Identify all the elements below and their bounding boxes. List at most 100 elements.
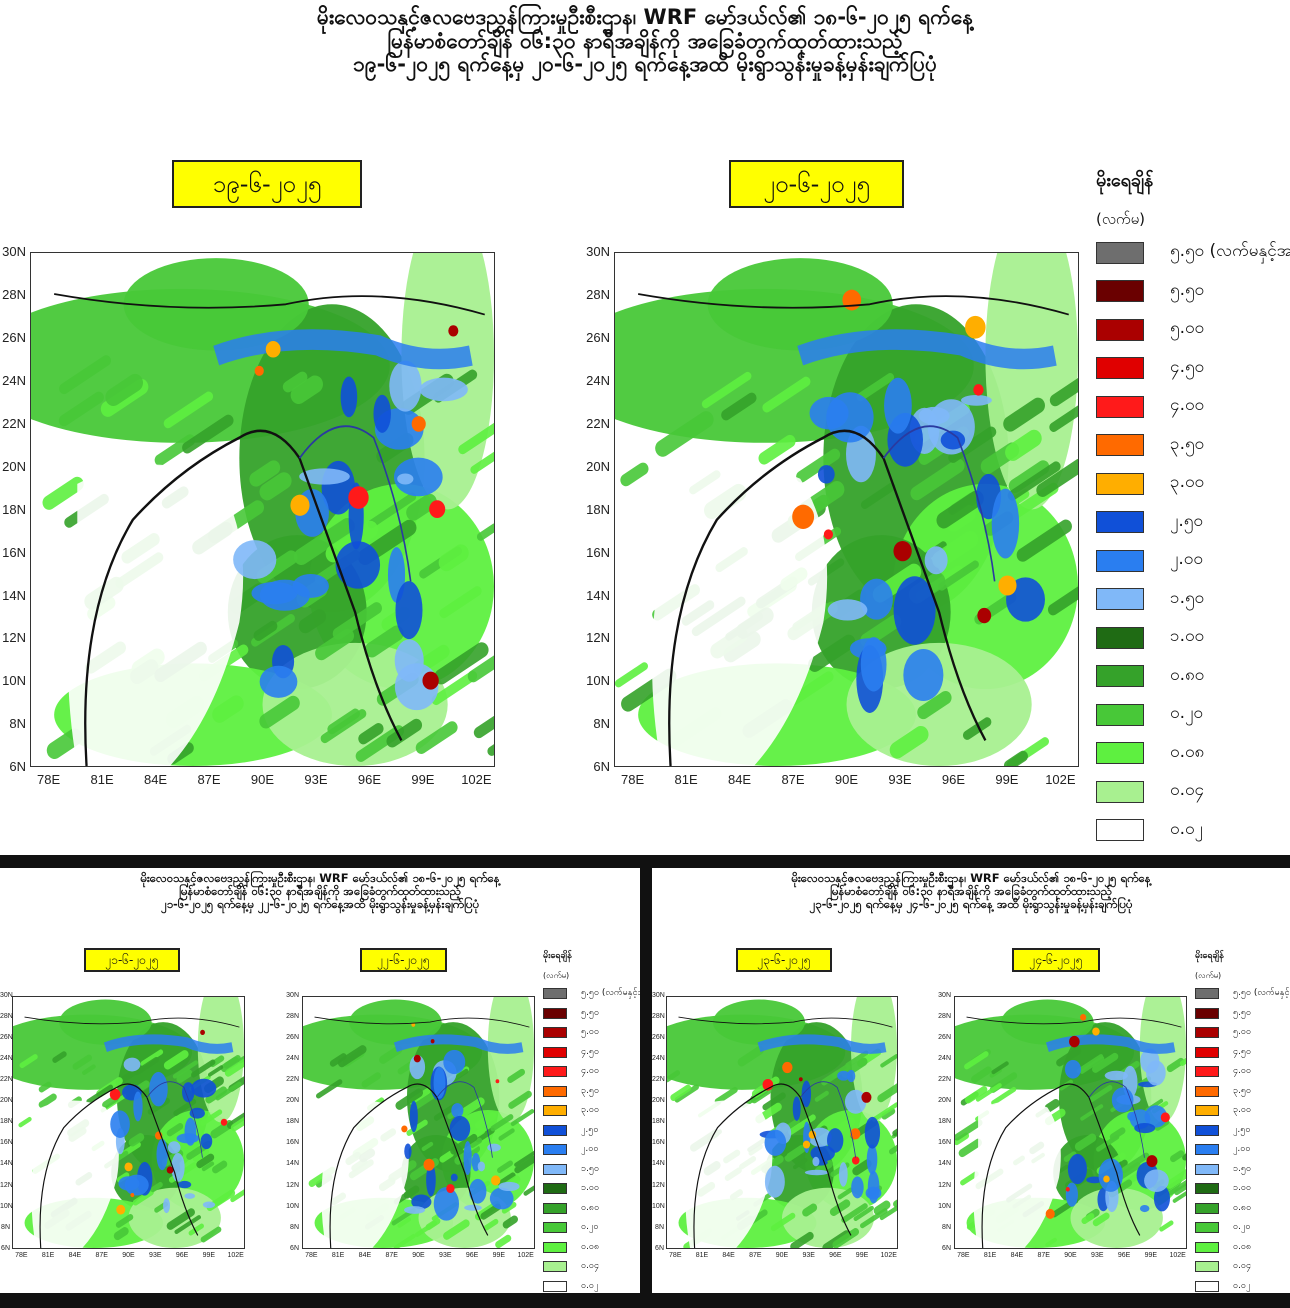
- lat-tick-label: 8N: [942, 1223, 951, 1231]
- lat-tick-label: 18N: [586, 501, 610, 517]
- rainfall-legend-small: မိုးရေချိန် (လက်မ) ၅.၅၀ (လက်မနှင့်အထက်) ၅…: [1195, 950, 1290, 1292]
- lat-tick-label: 14N: [938, 1160, 951, 1168]
- legend-item: ၄.၅၀: [543, 1046, 599, 1059]
- lon-tick-label: 93E: [1091, 1252, 1104, 1259]
- lon-tick-label: 87E: [1037, 1252, 1050, 1259]
- bottom-right-title: မိုးလေဝသနှင့်ဇလဗေဒညွှန်ကြားမှုဦးစီးဌာန၊ …: [652, 872, 1290, 911]
- legend-item: ၀.၂၀: [1195, 1221, 1250, 1234]
- lon-tick-label: 81E: [331, 1252, 345, 1259]
- lon-tick-label: 90E: [250, 772, 275, 787]
- lon-tick-label: 99E: [492, 1252, 506, 1259]
- lon-tick-label: 96E: [357, 772, 381, 787]
- legend-item: ၃.၅၀: [543, 1085, 599, 1098]
- legend-label: ၂.၀၀: [581, 1144, 599, 1154]
- lat-tick-label: 22N: [586, 415, 610, 431]
- legend-swatch: [1096, 549, 1144, 572]
- lon-tick-label: 78E: [669, 1252, 682, 1259]
- legend-item: ၅.၀၀: [1195, 1026, 1251, 1039]
- legend-label: ၃.၀၀: [581, 1105, 600, 1115]
- lat-tick-label: 6N: [290, 1244, 299, 1252]
- title-line-3: ၁၉-၆-၂၀၂၅ ရက်နေ့မှ ၂၀-၆-၂၀၂၅ ရက်နေ့အထိ မ…: [353, 52, 937, 77]
- legend-swatch: [543, 1261, 567, 1272]
- legend-swatch: [543, 1280, 567, 1292]
- legend-swatch: [543, 1085, 567, 1097]
- legend-item: ၀.၀၄: [1096, 779, 1204, 804]
- lat-tick-label: 12N: [586, 630, 610, 646]
- lat-tick-label: 28N: [286, 1012, 299, 1020]
- legend-swatch: [543, 1105, 567, 1116]
- title-line-1: မိုးလေဝသနှင့်ဇလဗေဒညွှန်ကြားမှုဦးစီးဌာန၊ …: [140, 871, 500, 885]
- legend-label: ၅.၅၀: [581, 1007, 600, 1018]
- lat-tick-label: 6N: [1, 1244, 10, 1252]
- lat-tick-label: 12N: [0, 1181, 13, 1189]
- lon-tick-label: 96E: [1117, 1252, 1131, 1259]
- lat-tick-label: 30N: [652, 991, 665, 999]
- lat-tick-label: 10N: [652, 1202, 665, 1210]
- legend-item: ၅.၅၀: [1195, 1007, 1251, 1020]
- lat-tick-label: 30N: [286, 991, 299, 999]
- legend-label: ၀.၀၄: [581, 1261, 600, 1271]
- lon-tick-label: 84E: [143, 772, 168, 787]
- legend-item: ၀.၀၈: [1096, 741, 1204, 766]
- lat-tick-label: 8N: [655, 1223, 664, 1231]
- legend-swatch: [543, 1202, 567, 1214]
- rainfall-field: [667, 997, 897, 1248]
- bottom-left-panel: မိုးလေဝသနှင့်ဇလဗေဒညွှန်ကြားမှုဦးစီးဌာန၊ …: [0, 868, 640, 1293]
- legend-label: ၁.၅၀: [1233, 1163, 1252, 1174]
- legend-item: ၅.၅၀: [543, 1007, 599, 1020]
- legend-label: ၂.၀၀: [1233, 1144, 1251, 1154]
- lon-tick-label: 102E: [227, 1252, 244, 1259]
- rainfall-map-day3: [12, 996, 245, 1249]
- legend-swatch: [543, 1144, 567, 1155]
- legend-item: ၅.၀၀: [1096, 317, 1204, 342]
- legend-item: ၄.၅၀: [1096, 356, 1204, 381]
- lat-tick-label: 8N: [290, 1223, 299, 1231]
- legend-swatch: [1096, 241, 1144, 264]
- lat-tick-label: 8N: [593, 716, 610, 732]
- lat-tick-label: 14N: [586, 587, 610, 603]
- legend-item: ၅.၅၀ (လက်မနှင့်အထက်): [543, 987, 640, 1000]
- rainfall-map-day6: [954, 996, 1187, 1249]
- lat-tick-label: 16N: [938, 1139, 951, 1147]
- legend-item: ၀.၀၈: [543, 1241, 599, 1254]
- lat-tick-label: 20N: [938, 1097, 951, 1105]
- legend-swatch: [1096, 588, 1144, 610]
- legend-swatch: [1195, 1046, 1219, 1058]
- lat-tick-label: 6N: [655, 1244, 664, 1252]
- lat-tick-label: 18N: [0, 1118, 13, 1126]
- legend-item: ၀.၀၂: [543, 1280, 598, 1293]
- lon-tick-label: 93E: [802, 1252, 815, 1259]
- lon-tick-label: 78E: [37, 772, 61, 787]
- lat-tick-label: 28N: [586, 287, 610, 303]
- legend-label: ၀.၀၄: [1233, 1261, 1252, 1271]
- lon-tick-label: 84E: [68, 1252, 82, 1259]
- legend-swatch: [1195, 1163, 1219, 1175]
- legend-label: ၀.၀၈: [1233, 1241, 1252, 1252]
- legend-item: ၀.၀၈: [1195, 1241, 1251, 1254]
- legend-label: ၅.၀၀: [1170, 318, 1205, 338]
- legend-item: ၁.၀၀: [1195, 1182, 1251, 1195]
- legend-label: ၄.၀၀: [1233, 1066, 1252, 1076]
- rainfall-legend: မိုးရေချိန် (လက်မ) ၅.၅၀ (လက်မနှင့်အထက်) ၅…: [1096, 168, 1290, 848]
- legend-item: ၂.၀၀: [543, 1143, 598, 1156]
- legend-item: ၂.၅၀: [1195, 1124, 1250, 1137]
- title-line-2: မြန်မာစံတော်ချိန် ၀၆:၃၀ နာရီအချိန်ကို အခ…: [829, 883, 1113, 898]
- legend-label: ၀.၈၀: [1233, 1202, 1252, 1213]
- lat-tick-label: 26N: [2, 330, 26, 346]
- lon-tick-label: 78E: [621, 772, 645, 787]
- legend-swatch: [1195, 1105, 1219, 1116]
- lat-tick-label: 8N: [9, 716, 26, 732]
- legend-swatch: [1195, 1222, 1219, 1233]
- legend-swatch: [1096, 742, 1144, 764]
- lon-tick-label: 99E: [995, 772, 1019, 787]
- lat-tick-label: 24N: [0, 1055, 13, 1063]
- legend-swatch: [543, 1066, 567, 1077]
- lon-tick-label: 78E: [957, 1252, 970, 1259]
- lon-tick-label: 93E: [304, 772, 328, 787]
- lat-tick-label: 24N: [586, 372, 610, 388]
- legend-swatch: [1096, 703, 1144, 726]
- legend-label: ၀.၂၀: [1233, 1222, 1251, 1232]
- legend-item: ၃.၀၀: [1096, 471, 1204, 496]
- lon-tick-label: 87E: [385, 1252, 398, 1259]
- legend-label: ၂.၀၀: [1170, 549, 1203, 569]
